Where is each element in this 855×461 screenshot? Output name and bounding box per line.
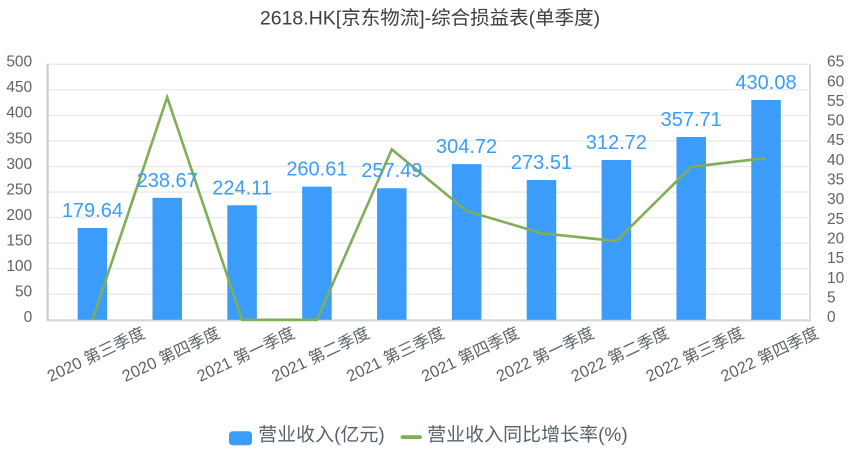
svg-text:30: 30 — [827, 191, 845, 208]
svg-text:45: 45 — [827, 132, 844, 149]
svg-text:20: 20 — [827, 231, 845, 248]
svg-text:350: 350 — [6, 130, 32, 147]
svg-text:304.72: 304.72 — [436, 136, 497, 158]
svg-text:430.08: 430.08 — [735, 72, 796, 94]
svg-text:357.71: 357.71 — [661, 109, 722, 131]
svg-text:100: 100 — [6, 258, 32, 275]
svg-text:(: ( — [334, 425, 341, 446]
svg-text:60: 60 — [827, 73, 845, 90]
svg-text:]-: ]- — [419, 8, 431, 30]
svg-text:260.61: 260.61 — [286, 159, 347, 181]
svg-text:150: 150 — [6, 233, 32, 250]
svg-text:224.11: 224.11 — [212, 177, 272, 199]
svg-text:238.67: 238.67 — [137, 170, 198, 192]
svg-text:200: 200 — [6, 207, 32, 224]
svg-text:0: 0 — [827, 309, 836, 326]
svg-text:(%): (%) — [598, 425, 628, 446]
svg-text:0: 0 — [24, 309, 33, 326]
svg-text:257.49: 257.49 — [361, 160, 422, 182]
svg-text:): ) — [378, 425, 384, 446]
svg-text:50: 50 — [827, 113, 845, 130]
svg-text:15: 15 — [827, 250, 844, 267]
svg-text:400: 400 — [6, 105, 32, 122]
svg-text:50: 50 — [15, 284, 33, 301]
svg-text:): ) — [594, 8, 601, 30]
svg-text:2618.HK[: 2618.HK[ — [260, 8, 342, 30]
svg-text:(: ( — [529, 8, 536, 30]
svg-text:179.64: 179.64 — [62, 200, 123, 222]
svg-text:25: 25 — [827, 211, 844, 228]
svg-text:250: 250 — [6, 181, 32, 198]
svg-text:10: 10 — [827, 270, 845, 287]
svg-text:500: 500 — [6, 54, 32, 71]
svg-text:5: 5 — [827, 289, 836, 306]
svg-text:312.72: 312.72 — [586, 132, 647, 154]
svg-text:273.51: 273.51 — [511, 152, 572, 174]
svg-text:55: 55 — [827, 93, 844, 110]
svg-text:40: 40 — [827, 152, 845, 169]
svg-text:450: 450 — [6, 79, 32, 96]
svg-text:35: 35 — [827, 172, 844, 189]
svg-text:65: 65 — [827, 54, 844, 71]
svg-text:300: 300 — [6, 156, 32, 173]
